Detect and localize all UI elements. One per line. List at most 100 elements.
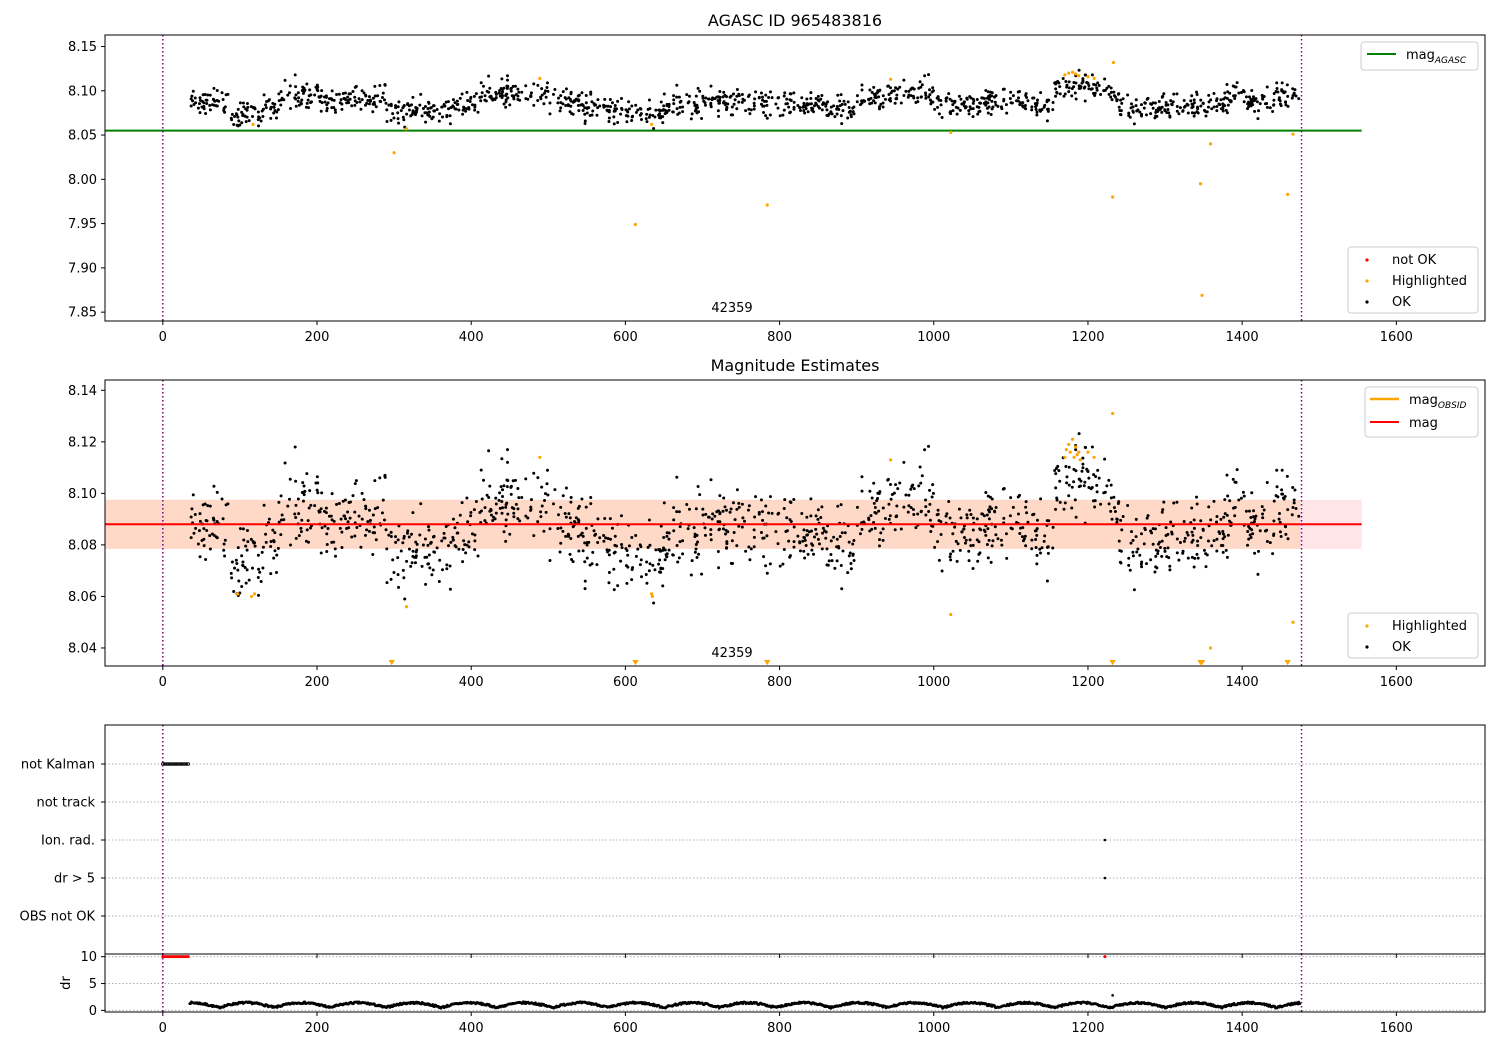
ok-point (1257, 109, 1261, 113)
ok-point (606, 109, 610, 113)
ok-point (1242, 494, 1246, 498)
ok-point (203, 92, 207, 96)
ok-point (838, 534, 842, 538)
ok-point (556, 527, 560, 531)
ok-point (855, 94, 859, 98)
ok-point (1246, 530, 1250, 534)
ok-point (815, 532, 819, 536)
ok-point (1083, 480, 1087, 484)
ok-point (1093, 91, 1097, 95)
ok-point (479, 99, 483, 103)
ok-point (843, 102, 847, 106)
ok-point (1140, 565, 1144, 569)
ok-point (194, 101, 198, 105)
ok-point (936, 540, 940, 544)
ok-point (877, 107, 881, 111)
ok-point (569, 500, 573, 504)
ok-point (1283, 494, 1287, 498)
ok-point (923, 448, 927, 452)
ok-point (765, 534, 769, 538)
ok-point (256, 118, 260, 122)
ok-point (587, 106, 591, 110)
ok-point (1153, 101, 1157, 105)
ok-point (346, 95, 350, 99)
ok-point (288, 477, 292, 481)
ok-point (340, 530, 344, 534)
ok-point (1168, 564, 1172, 568)
ok-point (846, 100, 850, 104)
highlighted-point (1063, 455, 1067, 459)
ok-point (1134, 517, 1138, 521)
ok-point (634, 554, 638, 558)
ok-point (443, 536, 447, 540)
ok-point (762, 111, 766, 115)
ok-point (840, 102, 844, 106)
ok-point (389, 104, 393, 108)
ok-point (571, 525, 575, 529)
ok-point (476, 554, 480, 558)
ok-point (512, 507, 516, 511)
ok-point (504, 100, 508, 104)
ok-point (638, 543, 642, 547)
ok-point (1112, 90, 1116, 94)
ok-point (675, 95, 679, 99)
ok-point (665, 555, 669, 559)
ok-point (511, 479, 515, 483)
ok-point (383, 98, 387, 102)
ok-point (1191, 533, 1195, 537)
ok-point (881, 105, 885, 109)
ok-point (494, 511, 498, 515)
ok-point (596, 98, 600, 102)
ok-point (767, 511, 771, 515)
ok-point (480, 91, 484, 95)
ok-point (202, 101, 206, 105)
ok-point (1277, 96, 1281, 100)
ok-point (411, 549, 415, 553)
ok-point (253, 107, 257, 111)
ok-point (378, 83, 382, 87)
ok-point (976, 559, 980, 563)
ok-point (249, 537, 253, 541)
ok-point (1293, 88, 1297, 92)
ok-point (1272, 91, 1276, 95)
agasc-legend-upper: magAGASC (1360, 41, 1479, 71)
ok-point (1162, 92, 1166, 96)
ok-point (624, 564, 628, 568)
ok-point (782, 94, 786, 98)
ok-point (539, 97, 543, 101)
ok-point (630, 578, 634, 582)
highlighted-point (888, 77, 893, 81)
ok-point (735, 488, 739, 492)
ok-point (276, 546, 280, 550)
ok-point (504, 503, 508, 507)
ok-point (286, 93, 290, 97)
ok-point (872, 85, 876, 89)
ok-point (341, 499, 345, 503)
ok-point (542, 498, 546, 502)
ok-point (247, 578, 251, 582)
ok-point (1097, 84, 1101, 88)
ok-point (559, 541, 563, 545)
ok-point (1196, 544, 1200, 548)
ok-point (557, 96, 561, 100)
ok-point (1073, 498, 1077, 502)
ok-point (928, 518, 932, 522)
ok-point (338, 101, 342, 105)
ok-point (392, 571, 396, 575)
ok-point (816, 517, 820, 521)
ok-point (824, 536, 828, 540)
ok-point (427, 110, 431, 114)
ok-point (840, 587, 844, 591)
ok-point (240, 110, 244, 114)
highlighted-point (538, 76, 542, 80)
ok-point (1166, 108, 1170, 112)
ok-point (1215, 109, 1219, 113)
ok-point (451, 517, 455, 521)
ok-point (894, 483, 898, 487)
ok-point (919, 481, 923, 485)
ok-point (564, 104, 568, 108)
ok-point (731, 92, 735, 96)
ok-point (384, 101, 388, 105)
ok-point (426, 107, 430, 111)
ok-point (546, 493, 550, 497)
